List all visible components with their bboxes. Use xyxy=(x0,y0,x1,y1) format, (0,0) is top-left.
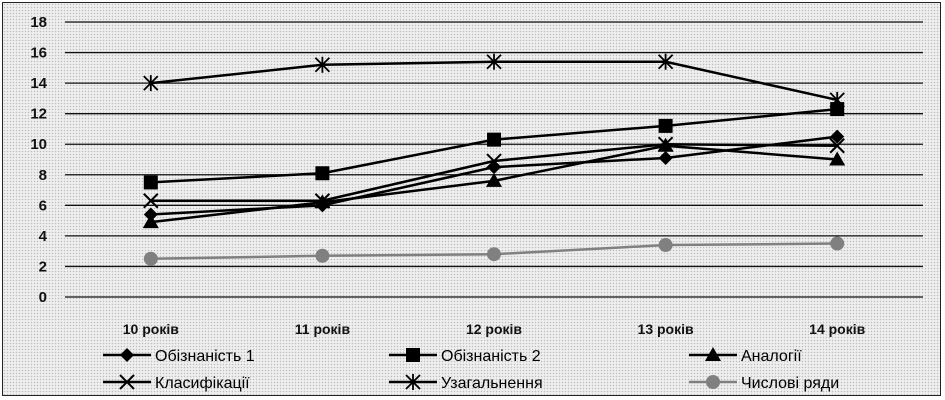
legend-item: Узагальнення xyxy=(389,374,543,392)
data-point xyxy=(143,175,158,190)
data-point xyxy=(486,53,502,70)
data-point-stroke xyxy=(119,374,135,390)
y-tick-label: 16 xyxy=(30,45,47,62)
data-point xyxy=(315,248,330,263)
data-point xyxy=(406,348,420,362)
y-tick-label: 0 xyxy=(39,289,47,306)
y-tick-label: 8 xyxy=(39,167,47,184)
x-category-label: 13 років xyxy=(638,321,694,337)
data-point xyxy=(143,193,159,209)
y-tick-label: 18 xyxy=(30,14,47,31)
data-point-stroke xyxy=(143,193,159,209)
data-point xyxy=(486,153,502,169)
legend-label: Класифікації xyxy=(155,375,250,392)
data-point xyxy=(830,129,845,144)
y-tick-label: 6 xyxy=(39,197,47,214)
y-tick-label: 12 xyxy=(30,106,47,123)
y-tick-label: 10 xyxy=(30,136,47,153)
legend-item: Класифікації xyxy=(103,374,250,392)
legend-label: Обізнаність 2 xyxy=(441,348,541,365)
y-tick-label: 2 xyxy=(39,258,47,275)
y-tick-label: 4 xyxy=(39,228,48,245)
x-category-label: 11 років xyxy=(295,321,351,337)
data-point xyxy=(405,374,421,390)
data-point xyxy=(657,53,674,70)
legend-item: Обізнаність 2 xyxy=(389,348,541,365)
x-category-label: 12 років xyxy=(466,321,522,337)
data-point xyxy=(830,102,845,117)
data-point xyxy=(829,151,846,166)
y-tick-label: 14 xyxy=(30,75,47,92)
data-point xyxy=(830,236,845,251)
data-point-stroke xyxy=(829,138,845,154)
data-point xyxy=(314,56,331,73)
data-point-stroke xyxy=(314,193,331,209)
data-point xyxy=(657,136,674,152)
legend-label: Узагальнення xyxy=(441,375,543,392)
data-point xyxy=(658,150,673,165)
data-point xyxy=(829,91,845,108)
data-point-stroke xyxy=(657,136,674,152)
legend-item: Числові ряди xyxy=(689,375,839,392)
data-point xyxy=(487,132,501,147)
data-point xyxy=(314,193,331,209)
legend-label: Числові ряди xyxy=(741,375,839,392)
data-point xyxy=(706,375,720,389)
data-point xyxy=(143,251,158,266)
legend-item: Обізнаність 1 xyxy=(103,348,255,365)
x-category-label: 14 років xyxy=(809,321,865,337)
data-point xyxy=(658,238,673,253)
data-point xyxy=(119,374,135,390)
data-point xyxy=(486,172,502,187)
legend-label: Обізнаність 1 xyxy=(155,348,255,365)
data-point xyxy=(705,347,721,361)
chart-frame: 0 2 4 6 8 10 12 14 16 18 10 років 11 років 12 років 1… xyxy=(2,2,941,396)
data-point xyxy=(487,247,501,262)
data-point xyxy=(143,75,159,92)
data-point-stroke xyxy=(486,153,502,169)
legend-item: Аналогії xyxy=(689,347,802,365)
data-point xyxy=(315,166,330,181)
x-category-label: 10 років xyxy=(123,321,179,337)
data-point xyxy=(142,214,159,229)
data-point xyxy=(829,138,845,154)
data-point xyxy=(120,348,134,362)
legend-label: Аналогії xyxy=(741,348,802,365)
data-point xyxy=(658,118,673,133)
line-chart: 0 2 4 6 8 10 12 14 16 18 10 років 11 років 12 років 1… xyxy=(30,14,923,392)
